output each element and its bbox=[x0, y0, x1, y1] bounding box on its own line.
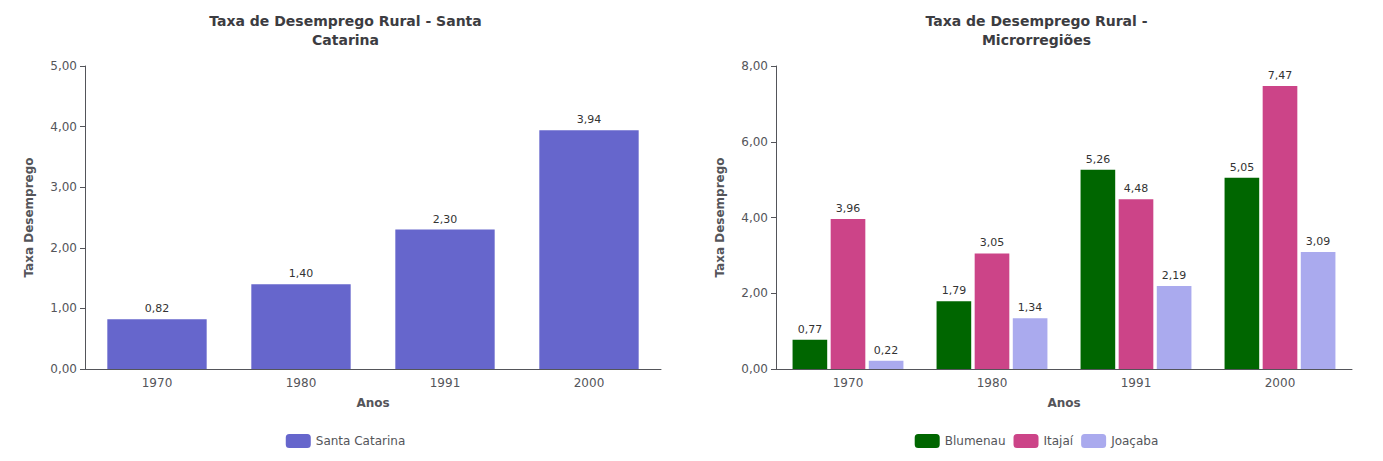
svg-text:5,05: 5,05 bbox=[1230, 161, 1255, 174]
svg-text:5,26: 5,26 bbox=[1086, 153, 1111, 166]
svg-text:Taxa Desemprego: Taxa Desemprego bbox=[22, 157, 36, 277]
svg-text:6,00: 6,00 bbox=[741, 135, 768, 149]
svg-text:7,47: 7,47 bbox=[1268, 69, 1293, 82]
svg-text:1980: 1980 bbox=[286, 376, 317, 390]
svg-text:1,34: 1,34 bbox=[1018, 301, 1043, 314]
svg-text:2,00: 2,00 bbox=[741, 286, 768, 300]
svg-text:3,05: 3,05 bbox=[980, 236, 1005, 249]
svg-text:3,96: 3,96 bbox=[836, 202, 861, 215]
svg-text:Itajaí: Itajaí bbox=[1044, 434, 1074, 448]
svg-text:1991: 1991 bbox=[1121, 376, 1152, 390]
svg-text:8,00: 8,00 bbox=[741, 59, 768, 73]
svg-text:2,00: 2,00 bbox=[50, 241, 77, 255]
svg-text:4,00: 4,00 bbox=[50, 120, 77, 134]
svg-text:2000: 2000 bbox=[574, 376, 605, 390]
svg-text:0,82: 0,82 bbox=[145, 302, 170, 315]
svg-text:1980: 1980 bbox=[977, 376, 1008, 390]
svg-text:1991: 1991 bbox=[430, 376, 461, 390]
svg-text:3,09: 3,09 bbox=[1306, 235, 1331, 248]
svg-text:1,79: 1,79 bbox=[942, 284, 967, 297]
svg-text:Catarina: Catarina bbox=[312, 32, 379, 48]
svg-text:Microrregiões: Microrregiões bbox=[982, 32, 1091, 48]
svg-text:Taxa Desemprego: Taxa Desemprego bbox=[713, 157, 727, 277]
svg-text:1970: 1970 bbox=[142, 376, 173, 390]
svg-text:Taxa de Desemprego Rural -: Taxa de Desemprego Rural - bbox=[926, 13, 1148, 29]
svg-text:2,19: 2,19 bbox=[1162, 269, 1187, 282]
svg-text:1,40: 1,40 bbox=[289, 267, 314, 280]
svg-text:Joaçaba: Joaçaba bbox=[1110, 434, 1158, 448]
svg-text:Anos: Anos bbox=[1047, 396, 1080, 410]
svg-text:2,30: 2,30 bbox=[433, 213, 458, 226]
svg-text:Anos: Anos bbox=[356, 396, 389, 410]
svg-text:1,00: 1,00 bbox=[50, 301, 77, 315]
svg-text:2000: 2000 bbox=[1265, 376, 1296, 390]
svg-text:0,22: 0,22 bbox=[874, 344, 899, 357]
svg-text:4,48: 4,48 bbox=[1124, 182, 1149, 195]
svg-text:3,94: 3,94 bbox=[577, 113, 602, 126]
svg-text:3,00: 3,00 bbox=[50, 180, 77, 194]
svg-text:Taxa de Desemprego Rural - San: Taxa de Desemprego Rural - Santa bbox=[209, 13, 482, 29]
svg-text:0,00: 0,00 bbox=[741, 362, 768, 376]
svg-text:5,00: 5,00 bbox=[50, 59, 77, 73]
svg-text:Santa Catarina: Santa Catarina bbox=[316, 434, 405, 448]
svg-text:4,00: 4,00 bbox=[741, 211, 768, 225]
svg-text:0,00: 0,00 bbox=[50, 362, 77, 376]
svg-text:0,77: 0,77 bbox=[798, 323, 823, 336]
svg-text:1970: 1970 bbox=[833, 376, 864, 390]
svg-text:Blumenau: Blumenau bbox=[945, 434, 1006, 448]
